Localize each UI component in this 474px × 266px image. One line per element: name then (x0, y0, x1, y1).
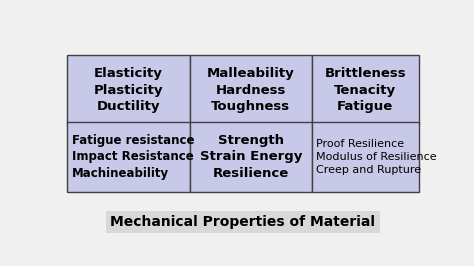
Bar (67, 122, 190, 192)
Bar (190, 56, 312, 125)
Bar (312, 122, 419, 192)
Text: Malleability
Hardness
Toughness: Malleability Hardness Toughness (207, 67, 295, 113)
Bar (190, 122, 312, 192)
Text: Proof Resilience
Modulus of Resilience
Creep and Rupture: Proof Resilience Modulus of Resilience C… (316, 139, 437, 175)
Text: Fatigue resistance
Impact Resistance
Machineability: Fatigue resistance Impact Resistance Mac… (72, 134, 194, 180)
Bar (312, 56, 419, 125)
Text: Mechanical Properties of Material: Mechanical Properties of Material (110, 215, 375, 229)
Text: Strength
Strain Energy
Resilience: Strength Strain Energy Resilience (200, 134, 302, 180)
Bar (67, 56, 190, 125)
Text: Brittleness
Tenacity
Fatigue: Brittleness Tenacity Fatigue (324, 67, 406, 113)
Text: Elasticity
Plasticity
Ductility: Elasticity Plasticity Ductility (94, 67, 163, 113)
